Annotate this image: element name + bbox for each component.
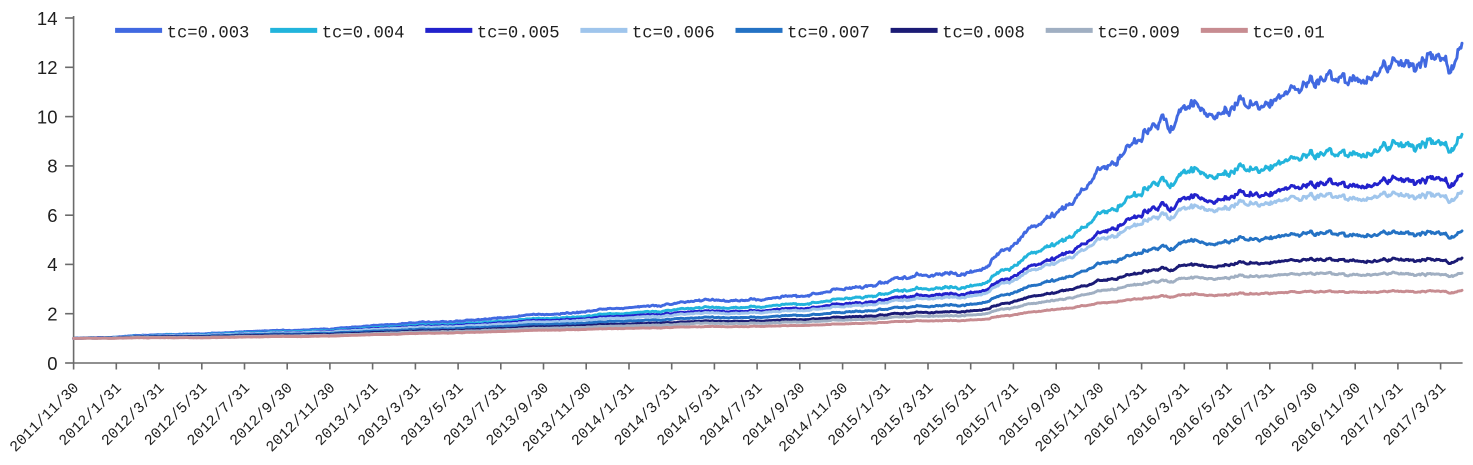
- svg-text:6: 6: [47, 205, 57, 226]
- svg-text:tc=0.01: tc=0.01: [1252, 25, 1324, 44]
- svg-text:tc=0.003: tc=0.003: [167, 25, 250, 44]
- svg-text:8: 8: [47, 156, 57, 177]
- svg-text:0: 0: [47, 353, 57, 374]
- svg-text:tc=0.005: tc=0.005: [477, 25, 560, 44]
- svg-text:12: 12: [37, 57, 58, 78]
- svg-text:14: 14: [37, 8, 58, 29]
- svg-text:4: 4: [47, 254, 57, 275]
- svg-text:tc=0.004: tc=0.004: [322, 25, 405, 44]
- svg-text:tc=0.006: tc=0.006: [632, 25, 715, 44]
- svg-text:10: 10: [37, 106, 58, 127]
- svg-text:tc=0.007: tc=0.007: [787, 25, 870, 44]
- svg-text:2: 2: [47, 304, 57, 325]
- svg-text:tc=0.009: tc=0.009: [1097, 25, 1180, 44]
- svg-text:tc=0.008: tc=0.008: [942, 25, 1025, 44]
